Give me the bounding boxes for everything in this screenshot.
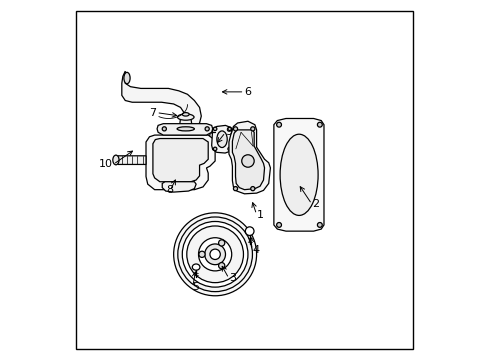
Circle shape	[182, 221, 247, 287]
Circle shape	[173, 213, 256, 296]
Polygon shape	[211, 125, 232, 153]
Polygon shape	[228, 121, 270, 194]
Circle shape	[186, 226, 243, 283]
Polygon shape	[162, 182, 196, 192]
Ellipse shape	[177, 114, 194, 120]
Circle shape	[213, 127, 216, 131]
Polygon shape	[157, 124, 212, 135]
Text: 6: 6	[244, 87, 251, 97]
Text: 7: 7	[149, 108, 156, 118]
Text: 8: 8	[166, 185, 173, 195]
Circle shape	[317, 122, 322, 127]
Polygon shape	[179, 118, 192, 126]
Circle shape	[199, 251, 204, 257]
Circle shape	[202, 131, 206, 135]
Text: 4: 4	[252, 245, 259, 255]
Text: 9: 9	[225, 127, 232, 137]
Ellipse shape	[192, 264, 200, 270]
Circle shape	[204, 127, 209, 131]
Polygon shape	[153, 139, 208, 182]
Circle shape	[250, 186, 254, 191]
Polygon shape	[122, 71, 201, 128]
Ellipse shape	[216, 131, 227, 148]
Polygon shape	[116, 156, 146, 165]
Text: 1: 1	[256, 210, 263, 220]
Circle shape	[213, 147, 216, 150]
Polygon shape	[232, 130, 264, 190]
Ellipse shape	[169, 127, 202, 136]
Circle shape	[198, 238, 231, 271]
Text: 5: 5	[192, 282, 199, 292]
Circle shape	[185, 131, 189, 135]
Circle shape	[276, 222, 281, 228]
Polygon shape	[182, 126, 209, 138]
Circle shape	[178, 217, 252, 292]
Circle shape	[227, 127, 231, 131]
Circle shape	[162, 127, 166, 131]
Circle shape	[276, 122, 281, 127]
Ellipse shape	[245, 227, 253, 235]
Circle shape	[218, 262, 224, 269]
Ellipse shape	[113, 155, 119, 165]
Circle shape	[210, 130, 213, 133]
Circle shape	[317, 222, 322, 228]
Ellipse shape	[280, 134, 318, 215]
Circle shape	[227, 147, 231, 150]
Ellipse shape	[123, 72, 130, 84]
Ellipse shape	[177, 127, 194, 131]
Text: 2: 2	[311, 199, 318, 209]
Polygon shape	[146, 135, 215, 190]
Circle shape	[218, 240, 224, 246]
Ellipse shape	[182, 113, 189, 116]
Polygon shape	[273, 118, 324, 231]
Circle shape	[209, 249, 220, 260]
Circle shape	[233, 127, 237, 131]
Text: 3: 3	[228, 274, 236, 283]
Circle shape	[233, 186, 237, 191]
Circle shape	[250, 127, 254, 131]
Circle shape	[241, 155, 254, 167]
Circle shape	[204, 244, 225, 265]
Text: 10: 10	[99, 159, 113, 170]
